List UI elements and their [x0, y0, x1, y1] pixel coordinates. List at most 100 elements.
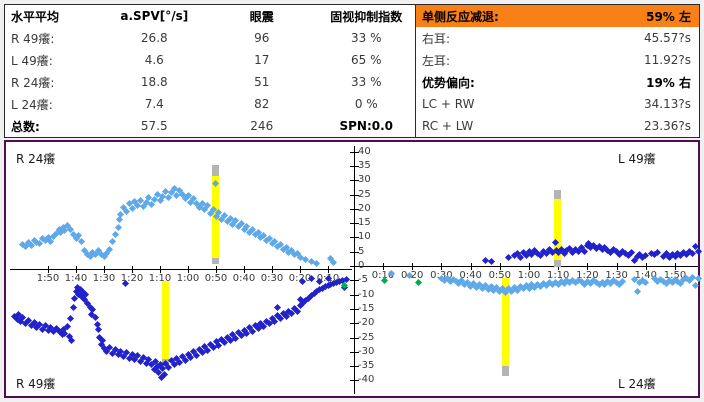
nystagmus-count: 82	[254, 97, 270, 111]
L24-response-point	[633, 287, 641, 295]
x-tick-label: 0:50	[488, 270, 512, 281]
lc-rw-value: 34.13?s	[644, 97, 691, 111]
R24-response-point	[111, 231, 119, 239]
y-tick-label: -5	[358, 274, 368, 286]
x-tick	[48, 266, 49, 273]
x-tick-label: 1:10	[148, 273, 172, 284]
R24-response-point	[313, 260, 321, 268]
right-ear-value: 45.57?s	[644, 31, 691, 45]
L24-response-point	[691, 282, 699, 290]
spv-value: 7.4	[144, 97, 164, 111]
response-marker-bar	[553, 198, 561, 265]
R24-response-point	[330, 259, 338, 267]
x-tick	[328, 266, 329, 273]
left-chart-bottom-label: R 49癢	[16, 377, 56, 391]
right-chart-bottom-label: L 24癢	[618, 377, 656, 391]
total-label: 总数:	[11, 119, 40, 134]
table-total-row: 总数: 57.5 246 SPN:0.0	[5, 115, 415, 137]
y-tick-label: 40	[358, 145, 371, 157]
x-tick-label: 0:40	[459, 270, 482, 281]
x-tick	[76, 266, 77, 273]
col-header-spv: a.SPV[°/s]	[120, 9, 189, 23]
y-tick-label: 35	[358, 159, 371, 171]
x-tick-label: 1:30	[92, 273, 116, 284]
y-tick-label: -15	[358, 302, 375, 314]
table-row: L 24癢: 7.4 82 0 %	[5, 93, 415, 115]
fixation-value: 33 %	[350, 75, 382, 89]
y-tick-label: 25	[358, 188, 371, 200]
R24-response-point	[108, 238, 116, 246]
horizontal-average-table: 水平平均 a.SPV[°/s] 眼震 固视抑制指数 R 49癢: 26.8 96…	[4, 4, 416, 138]
lc-rw-row: LC + RW 34.13?s	[416, 93, 699, 115]
y-tick-label: 10	[358, 231, 371, 243]
y-tick-label: -20	[358, 317, 375, 329]
rc-lw-row: RC + LW 23.36?s	[416, 115, 699, 137]
x-tick	[529, 263, 530, 270]
L49-response-point	[694, 248, 702, 256]
x-tick	[132, 266, 133, 273]
x-tick-label: 1:20	[576, 270, 599, 281]
row-label: L 49癢:	[11, 53, 53, 68]
fixation-value: 65 %	[350, 53, 382, 67]
x-tick	[499, 263, 501, 270]
total-spv: 57.5	[140, 119, 168, 133]
total-nystagmus: 246	[250, 119, 274, 133]
left-ear-label: 左耳:	[422, 53, 451, 68]
x-tick	[244, 266, 245, 273]
R49-response-point	[121, 280, 129, 288]
unilateral-weakness-label: 单侧反应减退:	[422, 9, 499, 24]
x-tick-label: 1:20	[120, 273, 144, 284]
y-tick	[350, 280, 359, 282]
directional-preponderance-value: 19% 右	[646, 75, 691, 90]
marker-cap-bottom	[502, 366, 510, 377]
x-axis	[354, 266, 698, 267]
y-tick-label: 20	[358, 202, 371, 214]
spv-value: 26.8	[140, 31, 168, 45]
y-tick	[350, 165, 359, 167]
lc-rw-label: LC + RW	[422, 97, 475, 111]
row-label: L 24癢:	[11, 97, 53, 112]
x-tick	[160, 266, 161, 273]
left-ear-row: 左耳: 11.92?s	[416, 49, 699, 71]
col-header-nystagmus: 眼震	[249, 9, 274, 24]
y-tick	[350, 151, 359, 153]
L24-response-point	[694, 275, 702, 283]
right-ear-row: 右耳: 45.57?s	[416, 27, 699, 49]
y-tick	[350, 380, 359, 382]
marker-cap-bottom	[211, 257, 219, 264]
spn-value: SPN:0.0	[339, 119, 394, 133]
nystagmus-count: 51	[254, 75, 270, 89]
y-tick	[350, 294, 359, 296]
x-tick-label: 0:10	[371, 270, 395, 281]
col-header-fixation-index: 固视抑制指数	[330, 9, 403, 24]
row-label: R 49癢:	[11, 31, 55, 46]
x-tick-label: 0:30	[260, 273, 284, 284]
y-tick-label: -30	[358, 345, 375, 357]
table-row: R 49癢: 26.8 96 33 %	[5, 27, 415, 49]
R49-response-point	[274, 304, 282, 312]
fixation-value: 0 %	[354, 97, 378, 111]
x-tick	[587, 263, 589, 270]
y-tick-label: 30	[358, 174, 371, 186]
y-tick-label: 0	[358, 260, 365, 271]
L49-response-point	[487, 258, 495, 266]
rc-lw-value: 23.36?s	[644, 119, 691, 133]
y-tick-label: -35	[358, 360, 375, 372]
x-tick	[188, 266, 189, 273]
x-tick-label: 1:00	[517, 270, 541, 281]
x-tick	[645, 263, 647, 270]
x-tick	[675, 263, 676, 270]
spv-value: 18.8	[140, 75, 168, 89]
nystagmus-count: 17	[254, 53, 270, 67]
y-tick-label: -10	[358, 288, 375, 300]
nystagmus-count: 96	[254, 31, 270, 45]
left-ear-value: 11.92?s	[644, 53, 691, 67]
R24-response-point	[78, 237, 86, 245]
unilateral-weakness-value: 59% 左	[646, 9, 691, 24]
x-tick-label: 1:40	[634, 270, 658, 281]
fixation-value: 33 %	[350, 31, 382, 45]
x-tick	[272, 266, 273, 273]
marker-cap-top	[211, 164, 219, 177]
right-chart-top-label: L 49癢	[618, 152, 656, 166]
y-tick	[350, 237, 359, 239]
